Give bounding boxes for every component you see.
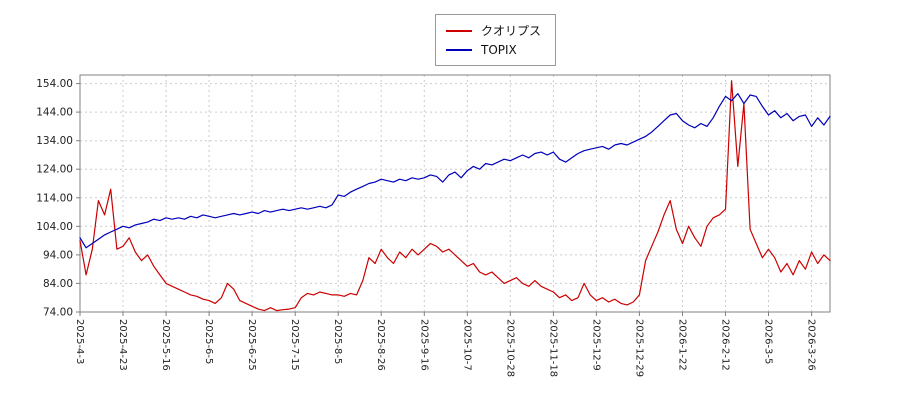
y-tick-label: 124.00 xyxy=(36,164,73,176)
x-tick-label: 2025-5-16 xyxy=(160,319,171,371)
x-tick-label: 2025-12-9 xyxy=(590,319,601,371)
series-line-quolips xyxy=(79,80,831,312)
legend-item-topix: TOPIX xyxy=(446,40,541,59)
x-tick-label: 2025-8-5 xyxy=(332,319,343,364)
legend-label-quolips: クオリプス xyxy=(481,23,542,38)
legend-line-blue xyxy=(446,48,472,51)
y-tick-label: 114.00 xyxy=(36,192,73,204)
legend: クオリプス TOPIX xyxy=(435,14,557,66)
legend-line-red xyxy=(446,29,472,32)
y-tick-label: 104.00 xyxy=(36,221,73,233)
y-tick-label: 84.00 xyxy=(43,278,73,290)
y-tick-label: 144.00 xyxy=(36,107,73,119)
x-tick-label: 2025-7-15 xyxy=(289,319,300,371)
legend-label-topix: TOPIX xyxy=(481,42,517,57)
x-tick-label: 2025-10-7 xyxy=(461,319,472,371)
y-tick-label: 154.00 xyxy=(36,78,73,90)
x-tick-label: 2025-9-16 xyxy=(418,319,429,371)
y-tick-label: 134.00 xyxy=(36,135,73,147)
x-tick-label: 2025-6-25 xyxy=(246,319,257,371)
x-tick-label: 2026-2-12 xyxy=(720,319,731,371)
plot-area xyxy=(80,75,830,312)
x-tick-label: 2026-1-22 xyxy=(677,319,688,371)
x-tick-label: 2025-6-5 xyxy=(203,319,214,364)
x-tick-label: 2026-3-26 xyxy=(806,319,817,371)
legend-item-quolips: クオリプス xyxy=(446,21,541,40)
x-tick-label: 2025-4-23 xyxy=(117,319,128,371)
x-tick-label: 2025-12-29 xyxy=(633,319,644,377)
x-tick-label: 2025-8-26 xyxy=(375,319,386,371)
x-tick-label: 2026-3-5 xyxy=(763,319,774,364)
series-line-topix xyxy=(79,92,831,249)
y-tick-label: 74.00 xyxy=(43,307,73,319)
x-tick-label: 2025-4-3 xyxy=(74,319,85,364)
x-tick-label: 2025-10-28 xyxy=(504,319,515,377)
y-tick-label: 94.00 xyxy=(43,249,73,261)
plot-border xyxy=(79,74,831,313)
x-tick-label: 2025-11-18 xyxy=(547,319,558,377)
